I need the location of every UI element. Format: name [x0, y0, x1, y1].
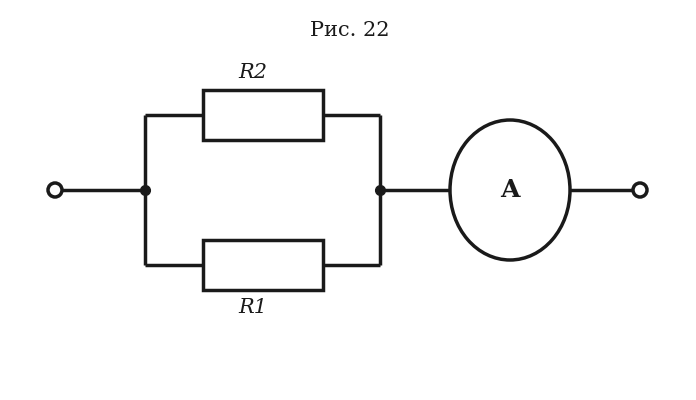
Text: Рис. 22: Рис. 22 [310, 20, 390, 40]
Text: R2: R2 [239, 63, 267, 82]
Circle shape [633, 183, 647, 197]
FancyBboxPatch shape [203, 90, 323, 140]
FancyBboxPatch shape [203, 240, 323, 290]
Text: A: A [500, 178, 520, 202]
Text: R1: R1 [239, 298, 267, 317]
Circle shape [48, 183, 62, 197]
Ellipse shape [450, 120, 570, 260]
